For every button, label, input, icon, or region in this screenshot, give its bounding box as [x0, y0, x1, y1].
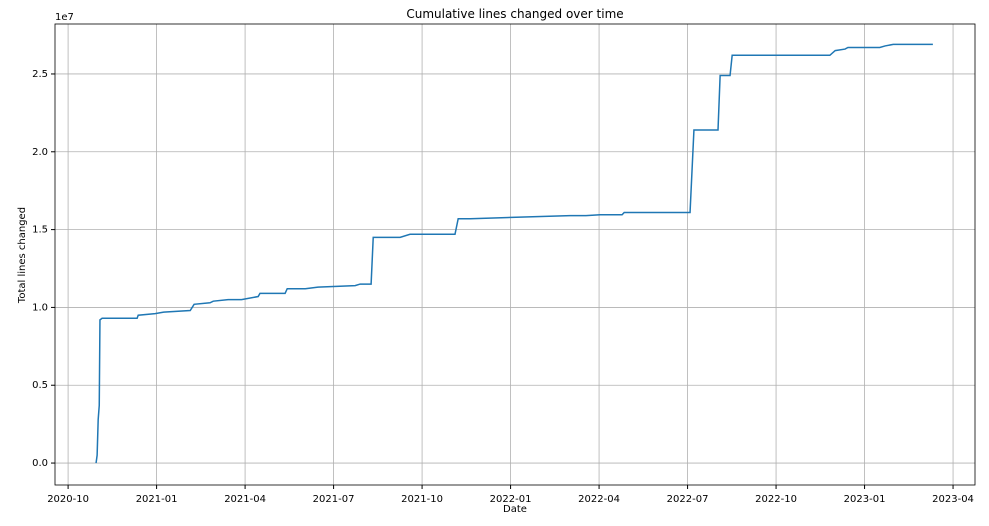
data-line: [95, 43, 933, 464]
x-tick-label: 2021-07: [313, 494, 355, 505]
x-tick-label: 2021-01: [136, 494, 178, 505]
y-tick-label: 0.5: [32, 380, 48, 391]
y-axis-label: Total lines changed: [17, 207, 28, 304]
x-tick-label: 2020-10: [47, 494, 89, 505]
x-tick-label: 2021-04: [224, 494, 266, 505]
offset-label: 1e7: [55, 12, 74, 23]
plot-frame: [54, 23, 976, 486]
x-tick-label: 2023-01: [844, 494, 886, 505]
x-tick-label: 2022-10: [755, 494, 797, 505]
x-tick-label: 2022-01: [490, 494, 532, 505]
chart-title: Cumulative lines changed over time: [406, 7, 623, 21]
x-axis-label: Date: [503, 504, 527, 515]
y-tick-label: 2.0: [32, 147, 48, 158]
y-tick-label: 2.5: [32, 69, 48, 80]
x-tick-label: 2022-07: [667, 494, 709, 505]
x-tick-label: 2023-04: [932, 494, 974, 505]
y-tick-label: 1.5: [32, 225, 48, 236]
x-tick-label: 2021-10: [401, 494, 443, 505]
y-tick-label: 1.0: [32, 302, 48, 313]
x-tick-label: 2022-04: [578, 494, 620, 505]
y-tick-label: 0.0: [32, 458, 48, 469]
